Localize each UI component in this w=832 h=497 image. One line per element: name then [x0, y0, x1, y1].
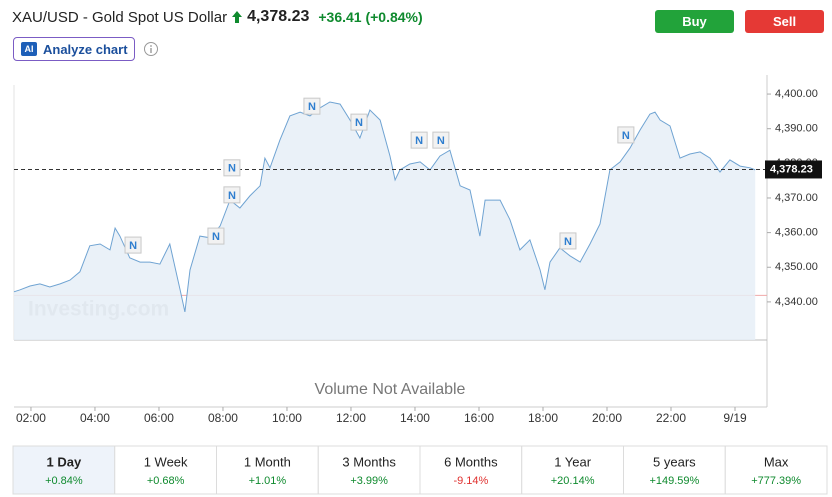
- analyze-label: Analyze chart: [43, 41, 128, 57]
- news-marker[interactable]: [559, 232, 577, 250]
- news-marker-label: N: [415, 135, 423, 147]
- period-label: 6 Months: [444, 454, 498, 469]
- x-tick-label: 16:00: [464, 411, 494, 425]
- analyze-chart-button[interactable]: AI Analyze chart: [13, 37, 135, 61]
- x-tick-label: 9/19: [723, 411, 747, 425]
- news-marker[interactable]: [223, 159, 241, 177]
- news-marker-label: N: [212, 231, 220, 243]
- y-tick-label: 4,390.00: [775, 123, 818, 135]
- period-change: +1.01%: [249, 475, 287, 487]
- period-change: +3.99%: [350, 475, 388, 487]
- period-tab[interactable]: [12, 445, 116, 495]
- period-tab[interactable]: [724, 445, 828, 495]
- news-marker[interactable]: [350, 113, 368, 131]
- news-marker-label: N: [355, 117, 363, 129]
- news-marker-label: N: [622, 130, 630, 142]
- news-marker-label: N: [129, 240, 137, 252]
- ai-badge: AI: [21, 42, 37, 56]
- news-marker[interactable]: [617, 126, 635, 144]
- period-tab[interactable]: [317, 445, 421, 495]
- period-label: 5 years: [653, 454, 696, 469]
- instrument-title: XAU/USD - Gold Spot US Dollar: [12, 8, 228, 26]
- sell-button[interactable]: Sell: [745, 10, 824, 33]
- news-marker-label: N: [228, 190, 236, 202]
- period-label: 1 Year: [554, 454, 592, 469]
- x-tick-label: 22:00: [656, 411, 686, 425]
- x-tick-label: 18:00: [528, 411, 558, 425]
- period-label: 1 Week: [144, 454, 188, 469]
- y-tick-label: 4,360.00: [775, 227, 818, 239]
- news-marker[interactable]: [223, 186, 241, 204]
- x-tick-label: 14:00: [400, 411, 430, 425]
- info-icon[interactable]: [143, 41, 159, 57]
- y-tick-label: 4,370.00: [775, 192, 818, 204]
- period-change: +0.68%: [147, 475, 185, 487]
- news-marker[interactable]: [124, 236, 142, 254]
- news-marker[interactable]: [432, 131, 450, 149]
- news-marker-label: N: [437, 135, 445, 147]
- buy-button[interactable]: Buy: [655, 10, 734, 33]
- period-tab[interactable]: [114, 445, 217, 495]
- y-tick-label: 4,340.00: [775, 296, 818, 308]
- news-marker[interactable]: [207, 227, 225, 245]
- x-tick-label: 10:00: [272, 411, 302, 425]
- news-marker-label: N: [564, 236, 572, 248]
- price: 4,378.23: [247, 8, 310, 25]
- x-tick-label: 08:00: [208, 411, 238, 425]
- news-marker-label: N: [308, 101, 316, 113]
- price-line: [13, 101, 756, 313]
- period-change: +777.39%: [751, 475, 801, 487]
- period-label: 1 Day: [47, 454, 82, 469]
- period-tab[interactable]: [521, 445, 624, 495]
- last-price-label: 4,378.23: [770, 163, 813, 175]
- period-change: +20.14%: [551, 475, 595, 487]
- news-marker[interactable]: [303, 97, 321, 115]
- up-arrow: [232, 11, 243, 23]
- news-marker-label: N: [228, 163, 236, 175]
- period-change: +0.84%: [45, 475, 83, 487]
- x-tick-label: 02:00: [16, 411, 46, 425]
- x-tick-label: 04:00: [80, 411, 110, 425]
- header: XAU/USD - Gold Spot US Dollar 4,378.23 +…: [12, 8, 423, 26]
- period-tab[interactable]: [216, 445, 319, 495]
- area-fill: [14, 102, 756, 340]
- last-price-box: [765, 160, 822, 179]
- period-label: Max: [764, 454, 789, 469]
- period-change: -9.14%: [453, 475, 488, 487]
- period-label: 3 Months: [342, 454, 396, 469]
- news-marker[interactable]: [410, 131, 428, 149]
- y-tick-label: 4,400.00: [775, 88, 818, 100]
- period-label: 1 Month: [244, 454, 291, 469]
- x-tick-label: 12:00: [336, 411, 366, 425]
- price-change: +36.41 (+0.84%): [318, 9, 423, 25]
- y-tick-label: 4,350.00: [775, 261, 818, 273]
- x-tick-label: 20:00: [592, 411, 622, 425]
- volume-note: Volume Not Available: [315, 381, 466, 398]
- period-change: +149.59%: [649, 475, 699, 487]
- x-tick-label: 06:00: [144, 411, 174, 425]
